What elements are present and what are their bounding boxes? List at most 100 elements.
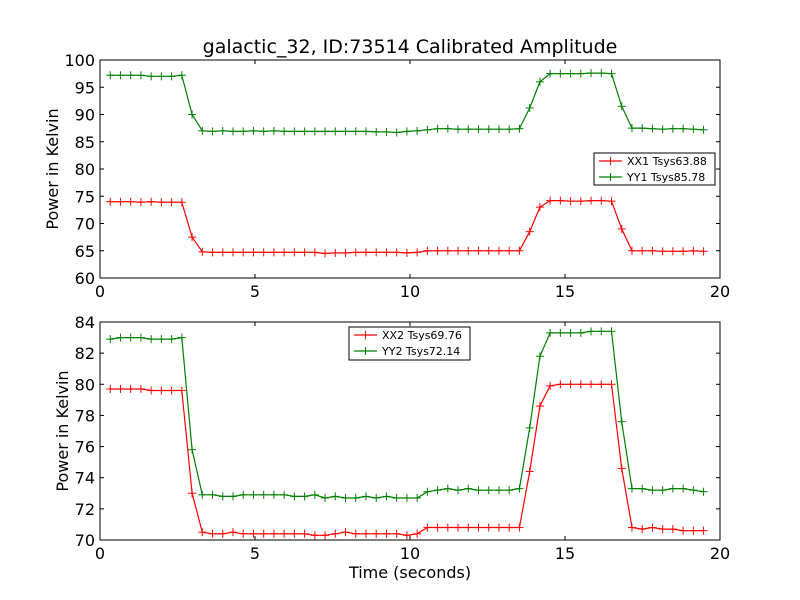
x-tick-label: 20 bbox=[710, 282, 730, 301]
axes-frame bbox=[99, 321, 721, 541]
bottom-panel: 0 5 10 15 20 70 72 74 76 78 80 82 84 Power in Kelvin T… bbox=[53, 313, 730, 582]
data-point bbox=[290, 529, 299, 538]
data-point bbox=[484, 523, 493, 532]
data-point bbox=[587, 380, 596, 389]
legend-label: XX2 Tsys69.76 bbox=[382, 329, 462, 342]
y-tick-label: 100 bbox=[64, 51, 95, 70]
data-point bbox=[126, 333, 135, 342]
data-point bbox=[566, 380, 575, 389]
x-tick-label: 20 bbox=[710, 544, 730, 563]
data-point bbox=[392, 493, 401, 502]
data-point bbox=[392, 529, 401, 538]
y-tick-label: 65 bbox=[75, 242, 95, 261]
data-point bbox=[106, 197, 115, 206]
data-point bbox=[300, 529, 309, 538]
data-point bbox=[331, 127, 340, 136]
data-point bbox=[413, 126, 422, 135]
data-point bbox=[627, 484, 636, 493]
data-point bbox=[699, 247, 708, 256]
data-point bbox=[116, 384, 125, 393]
data-point bbox=[597, 380, 606, 389]
data-point bbox=[597, 69, 606, 78]
top-panel: 0 5 10 15 20 60 65 70 75 80 85 90 95 100 Power in Kelv… bbox=[43, 51, 730, 301]
data-point bbox=[351, 248, 360, 257]
data-point bbox=[464, 484, 473, 493]
data-point bbox=[341, 127, 350, 136]
data-point bbox=[648, 523, 657, 532]
data-point bbox=[249, 248, 258, 257]
data-point bbox=[525, 423, 534, 432]
data-point bbox=[259, 490, 268, 499]
data-point bbox=[515, 484, 524, 493]
data-point bbox=[679, 526, 688, 535]
data-point bbox=[627, 124, 636, 133]
data-point bbox=[116, 71, 125, 80]
y-tick-label: 78 bbox=[75, 406, 95, 425]
data-point bbox=[331, 248, 340, 257]
data-point bbox=[310, 490, 319, 499]
data-point bbox=[218, 248, 227, 257]
data-point bbox=[423, 487, 432, 496]
legend: XX2 Tsys69.76 YY2 Tsys72.14 bbox=[348, 326, 471, 361]
data-point bbox=[351, 529, 360, 538]
data-point bbox=[433, 523, 442, 532]
legend: XX1 Tsys63.88 YY1 Tsys85.78 bbox=[593, 152, 716, 186]
data-point bbox=[535, 352, 544, 361]
data-point bbox=[402, 531, 411, 540]
data-point bbox=[433, 246, 442, 255]
data-point bbox=[617, 224, 626, 233]
data-point bbox=[341, 493, 350, 502]
data-point bbox=[321, 127, 330, 136]
data-point bbox=[556, 328, 565, 337]
data-point bbox=[648, 486, 657, 495]
data-point bbox=[464, 523, 473, 532]
data-point bbox=[433, 486, 442, 495]
data-point bbox=[525, 467, 534, 476]
data-point bbox=[699, 526, 708, 535]
data-point bbox=[464, 246, 473, 255]
data-point bbox=[413, 493, 422, 502]
data-point bbox=[239, 490, 248, 499]
data-point bbox=[310, 531, 319, 540]
data-point bbox=[402, 127, 411, 136]
data-point bbox=[259, 248, 268, 257]
data-point bbox=[249, 126, 258, 135]
data-point bbox=[198, 528, 207, 537]
y-tick-label: 80 bbox=[75, 160, 95, 179]
data-point bbox=[484, 125, 493, 134]
data-point bbox=[372, 127, 381, 136]
data-point bbox=[535, 203, 544, 212]
data-point bbox=[269, 248, 278, 257]
data-point bbox=[259, 529, 268, 538]
data-point bbox=[607, 327, 616, 336]
y-tick-label: 75 bbox=[75, 187, 95, 206]
data-point bbox=[136, 384, 145, 393]
data-point bbox=[546, 196, 555, 205]
data-point bbox=[218, 126, 227, 135]
axes-frame bbox=[99, 59, 721, 279]
data-point bbox=[228, 528, 237, 537]
data-point bbox=[259, 127, 268, 136]
data-point bbox=[126, 71, 135, 80]
data-point bbox=[290, 492, 299, 501]
data-point bbox=[679, 124, 688, 133]
data-point bbox=[188, 110, 197, 119]
x-tick-label: 0 bbox=[95, 544, 105, 563]
data-point bbox=[157, 386, 166, 395]
data-point bbox=[494, 246, 503, 255]
data-point bbox=[167, 335, 176, 344]
data-point bbox=[228, 127, 237, 136]
data-point bbox=[617, 102, 626, 111]
data-point bbox=[126, 384, 135, 393]
data-point bbox=[597, 196, 606, 205]
data-point bbox=[474, 246, 483, 255]
data-point bbox=[280, 248, 289, 257]
x-tick-label: 0 bbox=[95, 282, 105, 301]
legend-label: XX1 Tsys63.88 bbox=[627, 155, 707, 168]
data-point bbox=[361, 248, 370, 257]
data-point bbox=[372, 493, 381, 502]
data-point bbox=[617, 417, 626, 426]
data-point bbox=[331, 492, 340, 501]
data-point bbox=[433, 124, 442, 133]
data-point bbox=[699, 487, 708, 496]
